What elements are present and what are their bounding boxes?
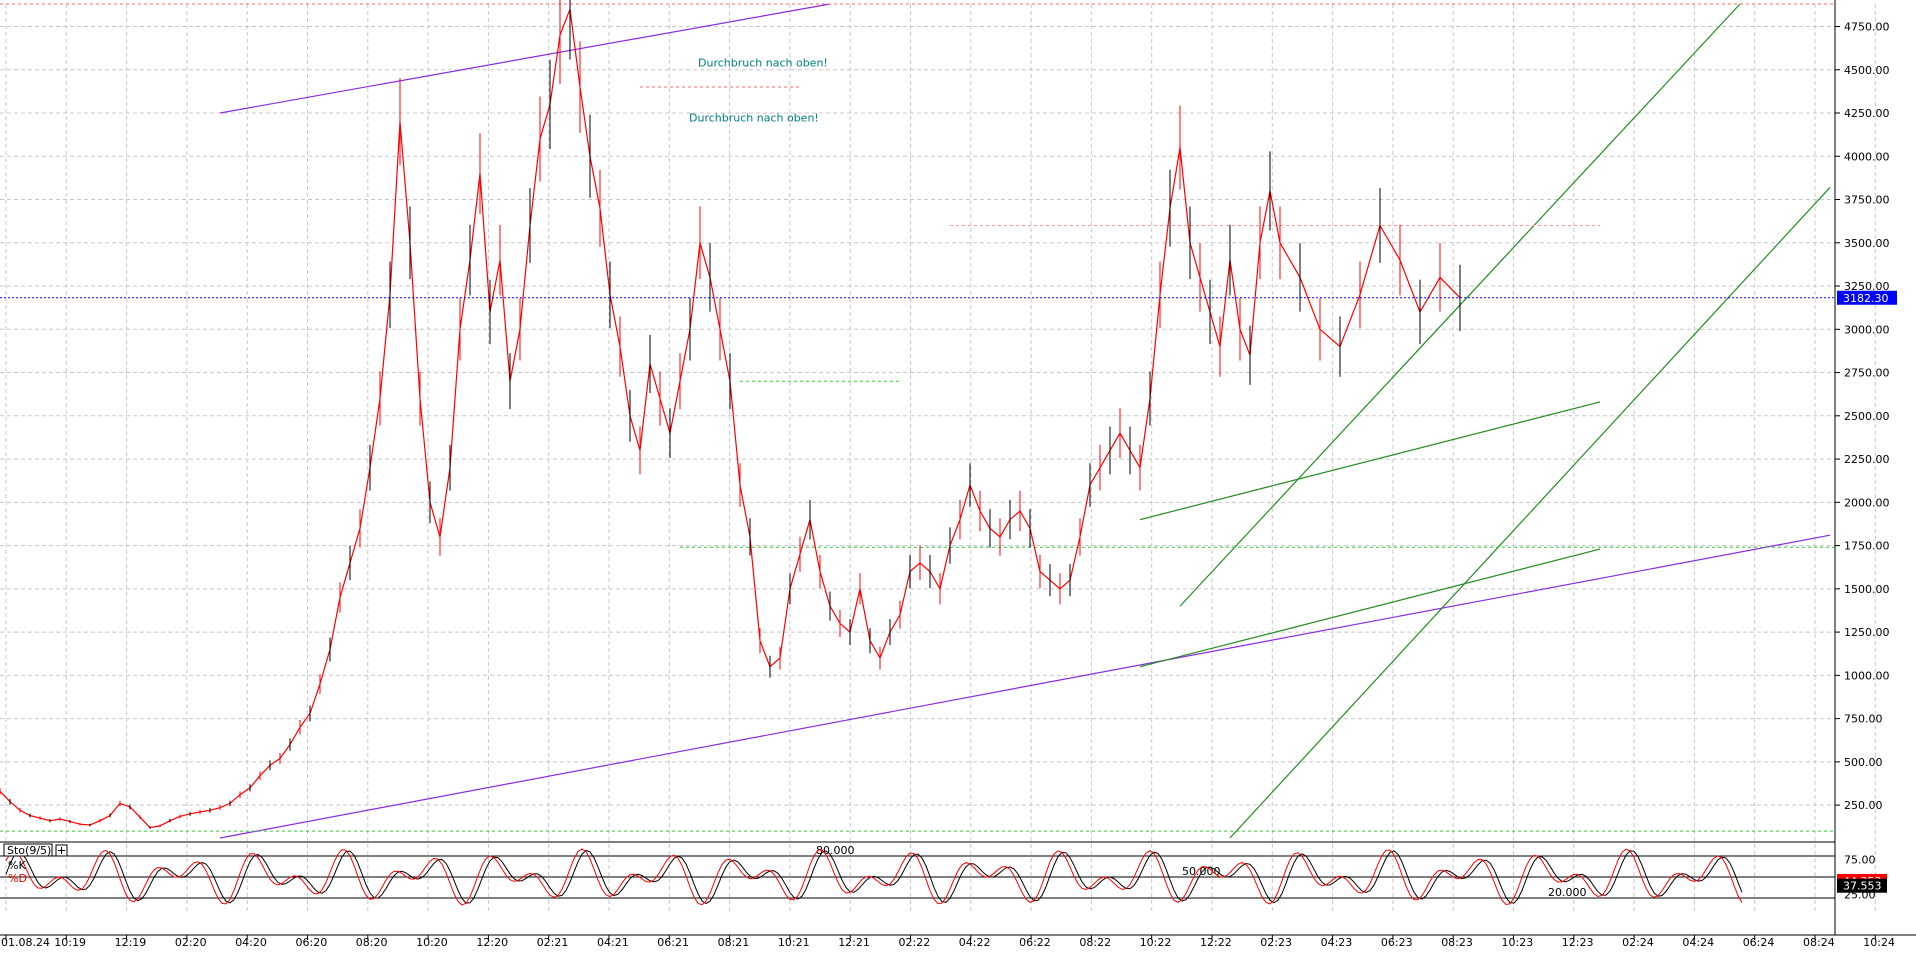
stochastic-d-line — [5, 849, 1743, 905]
osc-level-label: 50.000 — [1182, 865, 1221, 878]
x-tick-label: 10:23 — [1502, 936, 1534, 948]
x-tick-label: 04:23 — [1321, 936, 1353, 948]
y-tick-label: 4250.00 — [1844, 107, 1890, 120]
osc-level-label: 80.000 — [816, 844, 855, 857]
y-tick-label: 2500.00 — [1844, 410, 1890, 423]
d-value-label: 37.553 — [1843, 880, 1882, 893]
trendline — [1139, 548, 1601, 668]
trendline — [219, 534, 1831, 839]
x-tick-label: 04:21 — [597, 936, 629, 948]
x-tick-label: 10:24 — [1863, 936, 1895, 948]
x-tick-label: 12:21 — [838, 936, 870, 948]
time-x-axis: 01.08.24 10:19 12:19 02:20 04:20 06:20 08:20 10… — [0, 934, 1916, 949]
trendline — [1229, 187, 1831, 839]
y-tick-label: 1250.00 — [1844, 626, 1890, 639]
x-tick-label: 12:19 — [115, 936, 147, 948]
osc-level-label: 20.000 — [1548, 886, 1587, 899]
y-tick-label: 1500.00 — [1844, 583, 1890, 596]
y-tick-label: 2750.00 — [1844, 367, 1890, 380]
x-tick-label: 06:23 — [1381, 936, 1413, 948]
osc-label-box — [3, 843, 53, 857]
x-tick-label: 12:22 — [1200, 936, 1232, 948]
x-tick-label: 02:20 — [175, 936, 207, 948]
last-price-marker: 3182.30 — [0, 290, 1897, 305]
x-tick-label: 04:24 — [1682, 936, 1714, 948]
y-tick-label: 250.00 — [1844, 799, 1883, 812]
last-price-badge — [1837, 290, 1897, 305]
x-tick-label: 10:19 — [54, 936, 86, 948]
d-legend-label: %D — [8, 872, 27, 885]
x-tick-label: 02:21 — [537, 936, 569, 948]
y-tick-label: 2250.00 — [1844, 453, 1890, 466]
y-tick-label: 3500.00 — [1844, 237, 1890, 250]
last-price-label: 3182.30 — [1843, 292, 1889, 305]
y-tick-label: 4500.00 — [1844, 64, 1890, 77]
x-tick-label: 08:21 — [718, 936, 750, 948]
y-tick-label: 750.00 — [1844, 713, 1883, 726]
y-tick-label: 4000.00 — [1844, 150, 1890, 163]
y-tick-label: 4750.00 — [1844, 20, 1890, 33]
x-tick-label: 06:24 — [1743, 936, 1775, 948]
price-series-line — [1279, 223, 1461, 348]
x-tick-label: 08:20 — [356, 936, 388, 948]
x-tick-label: 02:22 — [899, 936, 931, 948]
y-tick-label: 3250.00 — [1844, 280, 1890, 293]
osc-label: Sto(9/5) — [7, 844, 51, 857]
grid — [0, 4, 1876, 912]
x-tick-label: 12:23 — [1562, 936, 1594, 948]
x-tick-label: 08:22 — [1079, 936, 1111, 948]
d-value-badge — [1837, 878, 1887, 893]
k-legend-label: %K — [8, 859, 26, 872]
x-tick-label: 06:20 — [296, 936, 328, 948]
y-tick-label: 500.00 — [1844, 756, 1883, 769]
x-tick-label: 04:22 — [959, 936, 991, 948]
osc-y-tick-label: 75.00 — [1844, 854, 1876, 867]
x-tick-label: 12:20 — [476, 936, 508, 948]
price-y-axis: 250.00 500.00 750.00 1000.00 1250.00 1500.00 1… — [1834, 0, 1890, 935]
x-tick-label: 08:24 — [1803, 936, 1835, 948]
y-tick-label: 3000.00 — [1844, 323, 1890, 336]
x-tick-label: 10:20 — [416, 936, 448, 948]
x-tick-label: 04:20 — [235, 936, 267, 948]
x-tick-label: 06:21 — [657, 936, 689, 948]
annotations: Durchbruch nach oben! Durchbruch nach obe… — [689, 56, 828, 124]
annotation-text: Durchbruch nach oben! — [689, 112, 819, 125]
x-tick-label: 06:22 — [1019, 936, 1051, 948]
x-tick-label: 02:24 — [1622, 936, 1654, 948]
price-series — [0, 0, 1461, 829]
y-tick-label: 1000.00 — [1844, 669, 1890, 682]
x-tick-label: 10:21 — [778, 936, 810, 948]
stochastic-k-line — [5, 848, 1743, 906]
trendline — [1139, 401, 1601, 521]
x-tick-label: 08:23 — [1441, 936, 1473, 948]
y-tick-label: 3750.00 — [1844, 194, 1890, 207]
y-tick-label: 1750.00 — [1844, 540, 1890, 553]
trendline — [219, 3, 831, 114]
x-tick-label: 10:22 — [1140, 936, 1172, 948]
annotation-text: Durchbruch nach oben! — [698, 56, 828, 69]
y-tick-label: 2000.00 — [1844, 496, 1890, 509]
x-tick-label: 01.08.24 — [1, 936, 50, 948]
x-tick-label: 02:23 — [1260, 936, 1292, 948]
